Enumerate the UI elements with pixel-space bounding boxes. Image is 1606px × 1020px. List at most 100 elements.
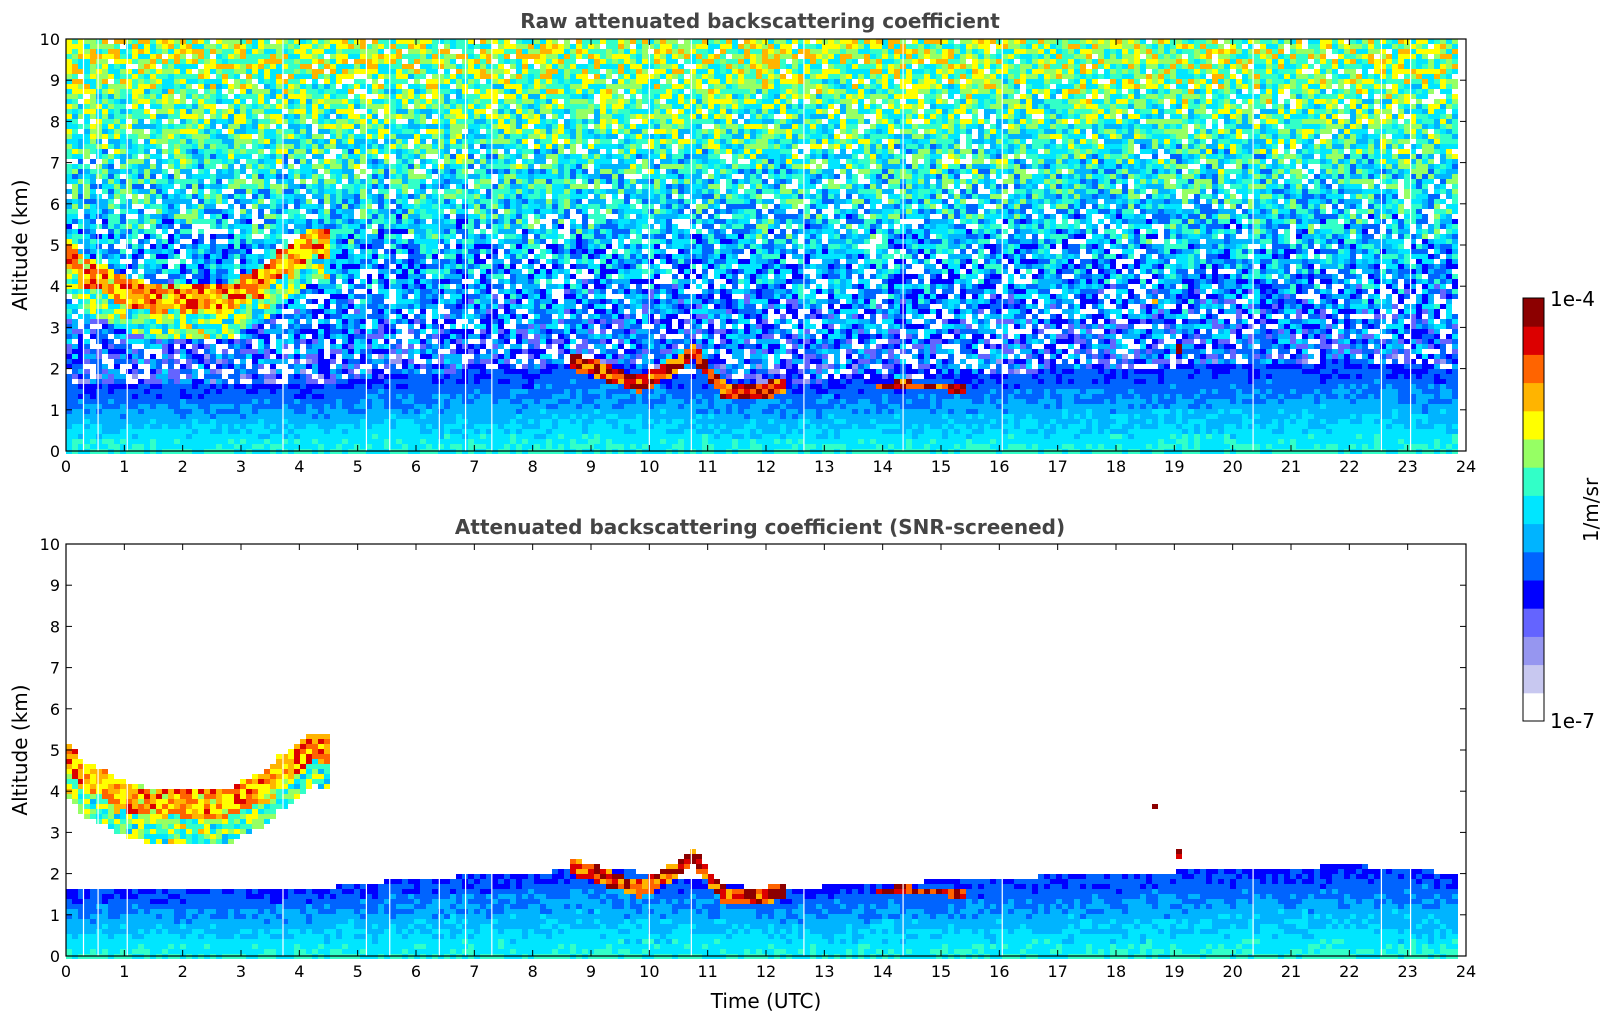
heatmap-cell [78, 289, 84, 294]
heatmap-cell [198, 184, 204, 189]
heatmap-cell [396, 44, 402, 49]
heatmap-cell [144, 424, 150, 429]
heatmap-cell [276, 334, 282, 339]
heatmap-cell [216, 154, 222, 159]
heatmap-cell [210, 329, 216, 334]
heatmap-cell [318, 144, 324, 149]
heatmap-cell [330, 214, 336, 219]
heatmap-cell [390, 234, 396, 239]
heatmap-cell [420, 264, 426, 269]
heatmap-cell [300, 309, 306, 314]
heatmap-cell [108, 54, 114, 59]
heatmap-cell [360, 134, 366, 139]
heatmap-cell [456, 184, 462, 189]
heatmap-cell [390, 364, 396, 369]
heatmap-cell [366, 119, 372, 124]
heatmap-cell [90, 274, 96, 279]
heatmap-cell [264, 349, 270, 354]
heatmap-cell [204, 259, 210, 264]
heatmap-cell [372, 129, 378, 134]
heatmap-cell [444, 49, 450, 54]
heatmap-cell [456, 64, 462, 69]
heatmap-cell [222, 299, 228, 304]
heatmap-cell [192, 414, 198, 419]
heatmap-cell [138, 399, 144, 404]
heatmap-cell [246, 444, 252, 449]
heatmap-cell [444, 224, 450, 229]
heatmap-cell [168, 379, 174, 384]
heatmap-cell [294, 324, 300, 329]
heatmap-cell [120, 109, 126, 114]
heatmap-cell [186, 324, 192, 329]
heatmap-cell [126, 199, 132, 204]
heatmap-cell [414, 149, 420, 154]
heatmap-cell [66, 89, 72, 94]
heatmap-cell [90, 219, 96, 224]
heatmap-cell [264, 89, 270, 94]
heatmap-cell [354, 404, 360, 409]
heatmap-cell [348, 204, 354, 209]
heatmap-cell [420, 114, 426, 119]
heatmap-cell [252, 329, 258, 334]
heatmap-cell [414, 234, 420, 239]
heatmap-cell [240, 149, 246, 154]
heatmap-cell [456, 204, 462, 209]
heatmap-cell [84, 249, 90, 254]
heatmap-cell [198, 344, 204, 349]
heatmap-cell [336, 404, 342, 409]
heatmap-cell [138, 114, 144, 119]
heatmap-cell [270, 214, 276, 219]
heatmap-cell [138, 279, 144, 284]
heatmap-cell [198, 119, 204, 124]
heatmap-cell [72, 64, 78, 69]
heatmap-cell [96, 199, 102, 204]
heatmap-cell [132, 369, 138, 374]
heatmap-cell [216, 259, 222, 264]
heatmap-cell [186, 279, 192, 284]
heatmap-cell [174, 149, 180, 154]
heatmap-cell [270, 379, 276, 384]
heatmap-cell [240, 419, 246, 424]
heatmap-cell [150, 394, 156, 399]
heatmap-cell [96, 284, 102, 289]
heatmap-cell [366, 224, 372, 229]
heatmap-cell [408, 134, 414, 139]
heatmap-cell [312, 354, 318, 359]
heatmap-cell [432, 444, 438, 449]
heatmap-cell [390, 209, 396, 214]
heatmap-cell [426, 254, 432, 259]
heatmap-cell [390, 429, 396, 434]
heatmap-cell [408, 89, 414, 94]
heatmap-cell [204, 59, 210, 64]
heatmap-cell [138, 249, 144, 254]
heatmap-cell [354, 344, 360, 349]
heatmap-cell [90, 144, 96, 149]
heatmap-cell [90, 44, 96, 49]
heatmap-cell [420, 374, 426, 379]
heatmap-cell [264, 84, 270, 89]
heatmap-cell [192, 339, 198, 344]
heatmap-cell [420, 429, 426, 434]
heatmap-cell [108, 374, 114, 379]
heatmap-cell [120, 84, 126, 89]
heatmap-cell [228, 304, 234, 309]
heatmap-cell [72, 349, 78, 354]
heatmap-cell [198, 39, 204, 44]
heatmap-cell [432, 429, 438, 434]
heatmap-cell [132, 174, 138, 179]
heatmap-cell [384, 414, 390, 419]
heatmap-cell [180, 404, 186, 409]
heatmap-cell [84, 419, 90, 424]
heatmap-cell [360, 219, 366, 224]
heatmap-cell [204, 99, 210, 104]
heatmap-cell [414, 129, 420, 134]
heatmap-cell [294, 434, 300, 439]
heatmap-cell [450, 404, 456, 409]
heatmap-cell [102, 79, 108, 84]
heatmap-cell [450, 194, 456, 199]
heatmap-cell [90, 134, 96, 139]
heatmap-cell [246, 164, 252, 169]
heatmap-cell [174, 229, 180, 234]
heatmap-cell [342, 309, 348, 314]
heatmap-cell [66, 394, 72, 399]
